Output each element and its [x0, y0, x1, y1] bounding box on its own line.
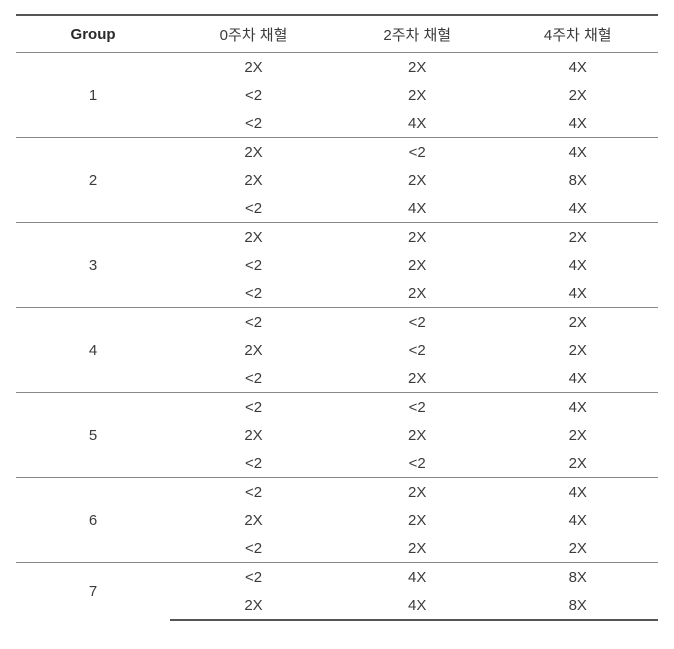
cell-week0: <2 — [170, 251, 337, 279]
group-label: 3 — [16, 223, 170, 308]
cell-week0: <2 — [170, 81, 337, 109]
cell-week4: 2X — [497, 421, 658, 449]
group-label: 5 — [16, 393, 170, 478]
cell-week2: 2X — [337, 478, 498, 507]
cell-week2: 2X — [337, 506, 498, 534]
cell-week0: <2 — [170, 308, 337, 337]
cell-week2: 4X — [337, 109, 498, 138]
cell-week2: 2X — [337, 251, 498, 279]
cell-week0: 2X — [170, 591, 337, 620]
cell-week4: 8X — [497, 591, 658, 620]
group-label: 2 — [16, 138, 170, 223]
header-week2: 2주차 채혈 — [337, 15, 498, 53]
cell-week4: 2X — [497, 449, 658, 478]
header-group: Group — [16, 15, 170, 53]
cell-week0: <2 — [170, 563, 337, 592]
cell-week0: <2 — [170, 279, 337, 308]
cell-week2: <2 — [337, 308, 498, 337]
cell-week2: <2 — [337, 449, 498, 478]
group-label: 7 — [16, 563, 170, 621]
cell-week4: 4X — [497, 138, 658, 167]
cell-week0: <2 — [170, 449, 337, 478]
header-row: Group 0주차 채혈 2주차 채혈 4주차 채혈 — [16, 15, 658, 53]
group-label: 6 — [16, 478, 170, 563]
cell-week4: 2X — [497, 223, 658, 252]
cell-week2: 2X — [337, 53, 498, 82]
cell-week0: 2X — [170, 138, 337, 167]
cell-week2: 2X — [337, 81, 498, 109]
table-row: 12X2X4X — [16, 53, 658, 82]
cell-week2: 2X — [337, 421, 498, 449]
data-table: Group 0주차 채혈 2주차 채혈 4주차 채혈 12X2X4X<22X2X… — [16, 14, 658, 621]
cell-week4: 2X — [497, 81, 658, 109]
table-row: 22X<24X — [16, 138, 658, 167]
cell-week4: 4X — [497, 251, 658, 279]
cell-week0: 2X — [170, 166, 337, 194]
table-body: 12X2X4X<22X2X<24X4X22X<24X2X2X8X<24X4X32… — [16, 53, 658, 621]
cell-week0: <2 — [170, 109, 337, 138]
cell-week4: 8X — [497, 563, 658, 592]
cell-week4: 4X — [497, 279, 658, 308]
header-week4: 4주차 채혈 — [497, 15, 658, 53]
cell-week2: 4X — [337, 591, 498, 620]
cell-week4: 4X — [497, 364, 658, 393]
cell-week0: 2X — [170, 421, 337, 449]
cell-week2: 2X — [337, 279, 498, 308]
header-week0: 0주차 채혈 — [170, 15, 337, 53]
cell-week2: 2X — [337, 534, 498, 563]
cell-week4: 4X — [497, 478, 658, 507]
cell-week2: <2 — [337, 336, 498, 364]
table-row: 32X2X2X — [16, 223, 658, 252]
cell-week2: <2 — [337, 138, 498, 167]
cell-week0: 2X — [170, 223, 337, 252]
table-row: 5<2<24X — [16, 393, 658, 422]
cell-week2: 4X — [337, 563, 498, 592]
cell-week4: 2X — [497, 308, 658, 337]
cell-week4: 2X — [497, 534, 658, 563]
cell-week2: 2X — [337, 166, 498, 194]
cell-week0: 2X — [170, 506, 337, 534]
cell-week0: <2 — [170, 478, 337, 507]
cell-week4: 4X — [497, 109, 658, 138]
cell-week4: 4X — [497, 194, 658, 223]
group-label: 1 — [16, 53, 170, 138]
cell-week0: <2 — [170, 194, 337, 223]
cell-week0: 2X — [170, 53, 337, 82]
cell-week2: 2X — [337, 364, 498, 393]
cell-week4: 4X — [497, 53, 658, 82]
cell-week2: 4X — [337, 194, 498, 223]
table-row: 7<24X8X — [16, 563, 658, 592]
cell-week4: 4X — [497, 393, 658, 422]
table-row: 4<2<22X — [16, 308, 658, 337]
cell-week4: 2X — [497, 336, 658, 364]
cell-week0: <2 — [170, 393, 337, 422]
cell-week0: <2 — [170, 364, 337, 393]
cell-week2: 2X — [337, 223, 498, 252]
cell-week4: 4X — [497, 506, 658, 534]
group-label: 4 — [16, 308, 170, 393]
cell-week0: <2 — [170, 534, 337, 563]
cell-week2: <2 — [337, 393, 498, 422]
table-row: 6<22X4X — [16, 478, 658, 507]
cell-week4: 8X — [497, 166, 658, 194]
cell-week0: 2X — [170, 336, 337, 364]
